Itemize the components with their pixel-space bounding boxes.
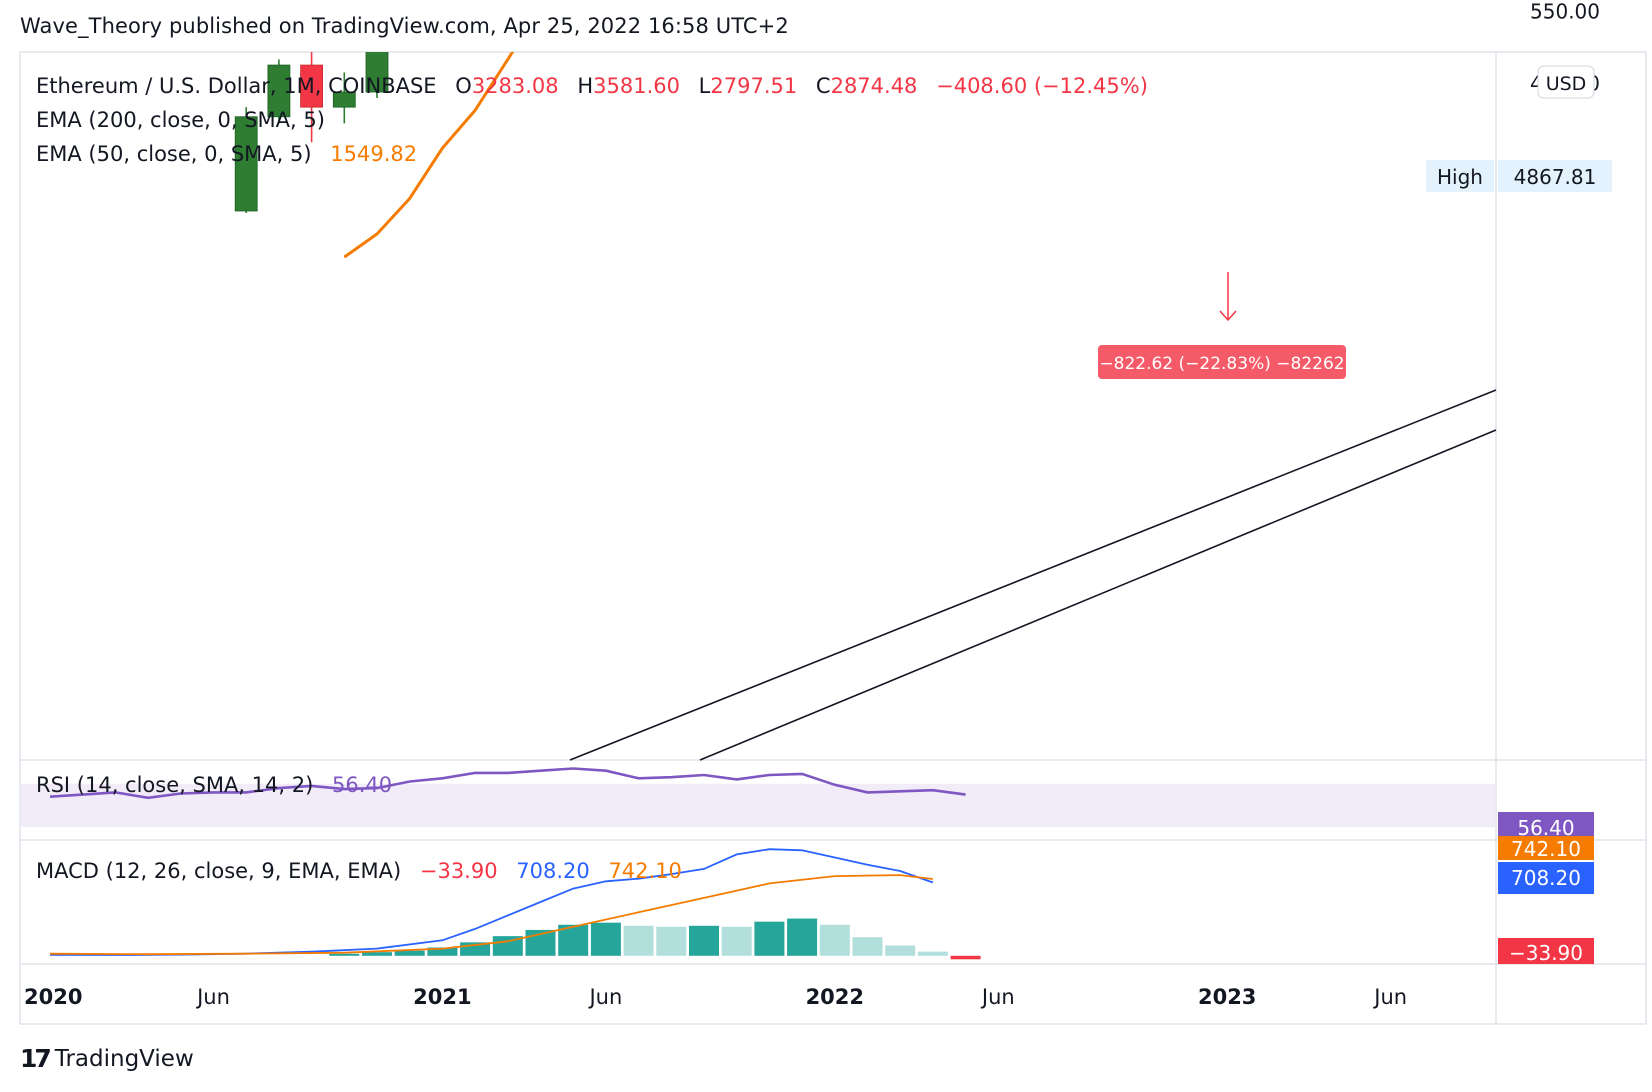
- macd-hist-bar-2021-11: [754, 921, 785, 956]
- candle-body: [365, 52, 389, 93]
- high-label-box[interactable]: [1426, 160, 1494, 192]
- macd-hist-bar-2021-03: [492, 936, 523, 956]
- macd-hist-bar-2022-05: [950, 955, 981, 960]
- macd-hist-bar-2021-07: [623, 925, 654, 956]
- macd-signal-line: [49, 874, 934, 956]
- price-level-tags[interactable]: 4867.81High4867.812874.485d 10hETHUSD250…: [1390, 0, 1612, 192]
- high-label: H: [577, 74, 593, 98]
- macd-hist-bar-2021-06: [590, 922, 621, 956]
- candle-2020-11[interactable]: [365, 0, 389, 98]
- candle-body: [300, 64, 324, 108]
- rsi-legend[interactable]: RSI (14, close, SMA, 14, 2) 56.40: [36, 773, 392, 797]
- candle-2020-09[interactable]: [300, 39, 324, 143]
- macd-legend-line: MACD (12, 26, close, 9, EMA, EMA) −33.90…: [36, 859, 682, 883]
- rsi-legend-line: RSI (14, close, SMA, 14, 2) 56.40: [36, 773, 392, 797]
- macd-hist-bar-2022-01: [819, 924, 850, 956]
- macd-hist-bar-2021-12: [787, 918, 818, 956]
- ema50-line: [343, 52, 515, 259]
- change-value: −408.60 (−12.45%): [936, 74, 1148, 98]
- candle-body: [267, 64, 291, 118]
- ema50-legend: EMA (50, close, 0, SMA, 5): [36, 142, 312, 166]
- tradingview-logo-icon: 17: [20, 1044, 52, 1073]
- main-legend[interactable]: Ethereum / U.S. Dollar, 1M, COINBASE O32…: [36, 74, 1148, 166]
- ema50-legend-line: EMA (50, close, 0, SMA, 5) 1549.82: [36, 142, 417, 166]
- currency-selector[interactable]: USD: [1537, 65, 1595, 99]
- macd-signal-value: 742.10: [608, 859, 681, 883]
- macd-hist-tag[interactable]: [1498, 938, 1594, 964]
- candle-2020-08[interactable]: [267, 59, 291, 124]
- price-pane[interactable]: [569, 389, 1497, 761]
- candle-body: [332, 91, 356, 108]
- macd-value: 708.20: [516, 859, 589, 883]
- close-value: 2874.48: [831, 74, 918, 98]
- brand-name: TradingView: [54, 1045, 194, 1072]
- time-label-4: 2022: [806, 985, 864, 1009]
- low-label: L: [699, 74, 711, 98]
- rsi-pane[interactable]: 56.40: [20, 767, 1594, 845]
- measure-box: [1098, 345, 1346, 379]
- publisher-caption: Wave_Theory published on TradingView.com…: [20, 14, 789, 38]
- macd-hist-bar-2021-01: [427, 947, 458, 956]
- ema200-legend: EMA (200, close, 0, SMA, 5): [36, 108, 325, 132]
- time-label-0: 2020: [24, 985, 82, 1009]
- measure-label: −822.62 (−22.83%) −82262: [1099, 354, 1344, 374]
- currency-label: USD: [1546, 73, 1587, 95]
- chart-frame: [19, 51, 1647, 1025]
- macd-tag[interactable]: [1498, 862, 1594, 894]
- time-label-6: 2023: [1198, 985, 1256, 1009]
- candle-2020-07[interactable]: [234, 107, 258, 213]
- macd-signal-tag[interactable]: [1498, 836, 1594, 860]
- arrow-head-icon: [1219, 310, 1237, 322]
- symbol-name: Ethereum / U.S. Dollar, 1M, COINBASE: [36, 74, 437, 98]
- close-label: C: [816, 74, 831, 98]
- macd-hist-bar-2020-10: [329, 953, 360, 956]
- macd-legend[interactable]: MACD (12, 26, close, 9, EMA, EMA) −33.90…: [36, 859, 682, 883]
- macd-pane[interactable]: 742.10 708.20 −33.90: [49, 836, 1594, 965]
- time-label-7: Jun: [1372, 985, 1407, 1009]
- macd-hist-bar-2020-11: [362, 952, 392, 956]
- legend-line-1: Ethereum / U.S. Dollar, 1M, COINBASE O32…: [36, 74, 1148, 98]
- candle-body: [234, 116, 258, 212]
- measure-tool[interactable]: −822.62 (−22.83%) −82262: [1098, 272, 1346, 379]
- candle-2020-12[interactable]: [399, 0, 421, 20]
- low-value: 2797.51: [710, 74, 797, 98]
- time-label-2: 2021: [413, 985, 471, 1009]
- macd-hist-bar-2021-10: [721, 926, 752, 956]
- price-tick-2: 550.00: [1530, 0, 1600, 24]
- trendline-lower[interactable]: [699, 429, 1497, 761]
- rsi-value: 56.40: [332, 773, 392, 797]
- time-label-3: Jun: [587, 985, 622, 1009]
- time-label-1: Jun: [195, 985, 230, 1009]
- macd-hist-bar-2021-09: [689, 925, 719, 956]
- time-label-5: Jun: [980, 985, 1015, 1009]
- candle-2020-10[interactable]: [332, 72, 356, 124]
- ema50-polyline: [343, 52, 515, 259]
- macd-hist-tag-value: −33.90: [1509, 941, 1583, 965]
- candles[interactable]: [234, 0, 944, 213]
- rsi-label: RSI (14, close, SMA, 14, 2): [36, 773, 313, 797]
- currency-box[interactable]: [1537, 65, 1595, 99]
- macd-hist-bar-2022-04: [917, 951, 948, 956]
- macd-signal-tag-value: 742.10: [1511, 837, 1581, 861]
- open-label: O: [455, 74, 472, 98]
- open-value: 3283.08: [472, 74, 559, 98]
- time-axis[interactable]: 2020 Jun 2021 Jun 2022 Jun 2023 Jun: [24, 985, 1407, 1009]
- ema50-value: 1549.82: [330, 142, 417, 166]
- tradingview-brand[interactable]: 17 TradingView: [20, 1044, 194, 1073]
- macd-tag-value: 708.20: [1511, 866, 1581, 890]
- macd-hist-bar-2021-08: [656, 926, 687, 956]
- high-header-tag[interactable]: [1498, 160, 1612, 192]
- macd-hist-value: −33.90: [420, 859, 498, 883]
- trendline-upper[interactable]: [569, 389, 1497, 761]
- high-label: High: [1437, 165, 1483, 189]
- macd-hist-bar-2020-12: [394, 950, 425, 956]
- high-header-value: 4867.81: [1514, 165, 1597, 189]
- high-value: 3581.60: [593, 74, 680, 98]
- rsi-line: [49, 767, 966, 800]
- macd-label: MACD (12, 26, close, 9, EMA, EMA): [36, 859, 401, 883]
- macd-hist-bar-2022-03: [885, 945, 916, 956]
- macd-hist-bar-2022-02: [852, 937, 883, 956]
